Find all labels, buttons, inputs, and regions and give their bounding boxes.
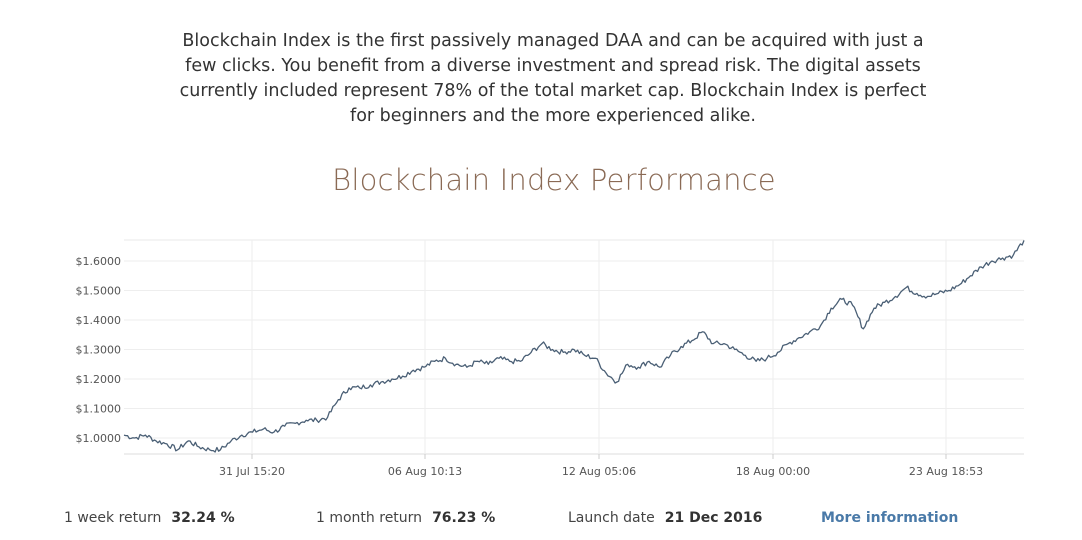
stat-label: 1 month return xyxy=(316,510,423,526)
stat-value: 76.23 % xyxy=(432,510,496,526)
x-tick-label: 18 Aug 00:00 xyxy=(736,465,810,478)
x-tick-label: 12 Aug 05:06 xyxy=(562,465,636,478)
y-tick-label: $1.1000 xyxy=(76,403,122,416)
more-information-link[interactable]: More information xyxy=(821,510,959,526)
stat-value: 32.24 % xyxy=(171,510,235,526)
chart-series xyxy=(123,240,1025,453)
y-tick-label: $1.0000 xyxy=(76,432,122,445)
x-axis: 31 Jul 15:20 06 Aug 10:13 12 Aug 05:06 18 A… xyxy=(219,465,983,478)
series-line xyxy=(123,240,1025,453)
y-axis: $1.0000 $1.1000 $1.2000 $1.3000 $1.4000 $1.50… xyxy=(76,255,122,445)
stat-label: 1 week return xyxy=(64,510,162,526)
stats-bar: 1 week return 32.24 % 1 month return 76.23… xyxy=(0,510,1082,530)
y-tick-label: $1.5000 xyxy=(76,285,122,298)
stat-value: 21 Dec 2016 xyxy=(664,510,763,526)
y-tick-label: $1.6000 xyxy=(76,255,122,268)
intro-text: Blockchain Index is the first passively … xyxy=(179,31,927,126)
stat-label: Launch date xyxy=(568,510,655,526)
x-tick-label: 31 Jul 15:20 xyxy=(219,465,285,478)
y-tick-label: $1.3000 xyxy=(76,344,122,357)
chart-title: Blockchain Index Performance xyxy=(332,163,776,197)
stat-week-return: 1 week return 32.24 % xyxy=(64,510,235,526)
y-tick-label: $1.4000 xyxy=(76,314,122,327)
x-tick-label: 23 Aug 18:53 xyxy=(909,465,983,478)
performance-chart: $1.0000 $1.1000 $1.2000 $1.3000 $1.4000 $1.50… xyxy=(76,239,1025,478)
stat-launch-date: Launch date 21 Dec 2016 xyxy=(568,510,762,526)
stat-month-return: 1 month return 76.23 % xyxy=(316,510,495,526)
x-tick-label: 06 Aug 10:13 xyxy=(388,465,462,478)
y-tick-label: $1.2000 xyxy=(76,373,122,386)
